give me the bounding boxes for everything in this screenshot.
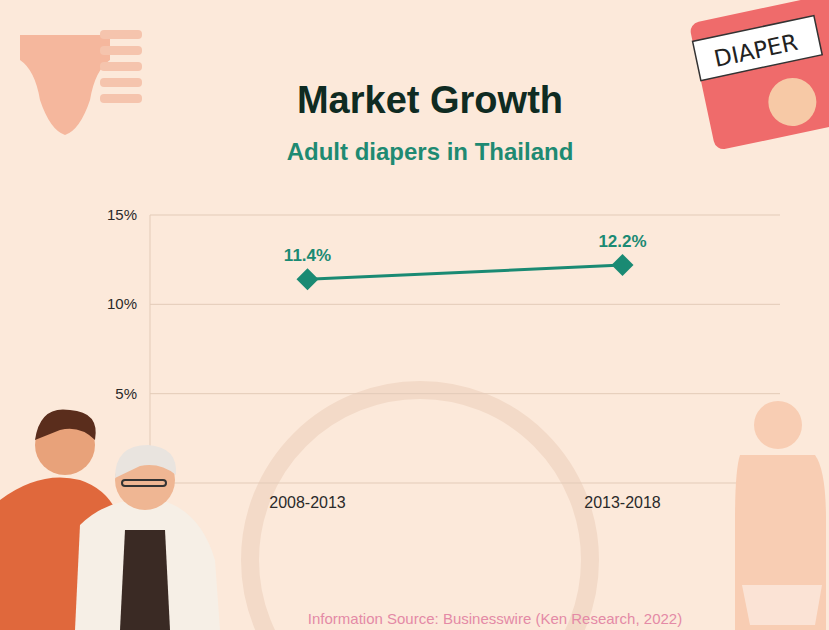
badge-label-box [693,16,823,81]
icon-stripe [100,30,142,39]
data-label: 11.4% [284,246,331,265]
grid [150,215,780,394]
y-tick-label: 15% [107,206,137,223]
data-point [297,268,319,290]
badge-text: DIAPER [712,29,800,72]
data-group [297,254,634,290]
watermark [250,390,590,630]
silhouette-body [735,455,826,630]
grid-line [150,393,780,394]
y-tick-label: 10% [107,295,137,312]
elder-hair [115,445,176,478]
people-illustration [0,409,220,630]
source-note: Information Source: Businesswire (Ken Re… [308,610,682,627]
data-label: 12.2% [598,232,646,251]
badge-box [689,0,829,151]
y-tick-label: 5% [115,385,137,402]
chart-svg: Market Growth Adult diapers in Thailand 5%… [0,0,829,630]
elder-shirt [120,530,170,630]
baseline [150,483,780,484]
title: Market Growth [297,79,563,121]
page: {"chart_data": {"type": "line", "title":… [0,0,829,630]
data-point [612,254,634,276]
icon-stripe [100,46,142,55]
elder-coat [75,499,220,630]
chart-root: Market Growth Adult diapers in Thailand 5%… [0,0,829,630]
subtitle: Adult diapers in Thailand [287,138,574,165]
man-hair [35,409,96,440]
diaper-icon [20,30,142,135]
icon-stripe [100,94,142,103]
diaper-shape [20,35,110,135]
diaper-badge: DIAPER [689,0,829,151]
silhouette-diaper [742,585,822,625]
icon-stripe [100,62,142,71]
silhouette-head [754,401,802,449]
baby-face [764,74,821,131]
grid-line [150,304,780,305]
silhouette [735,401,826,630]
data-line [308,265,623,279]
icon-stripe [100,78,142,87]
y-axis-line [150,215,151,483]
x-tick-label: 2013-2018 [584,494,661,511]
grid-line [150,215,780,216]
glasses [122,480,166,486]
x-tick-label: 2008-2013 [269,494,346,511]
